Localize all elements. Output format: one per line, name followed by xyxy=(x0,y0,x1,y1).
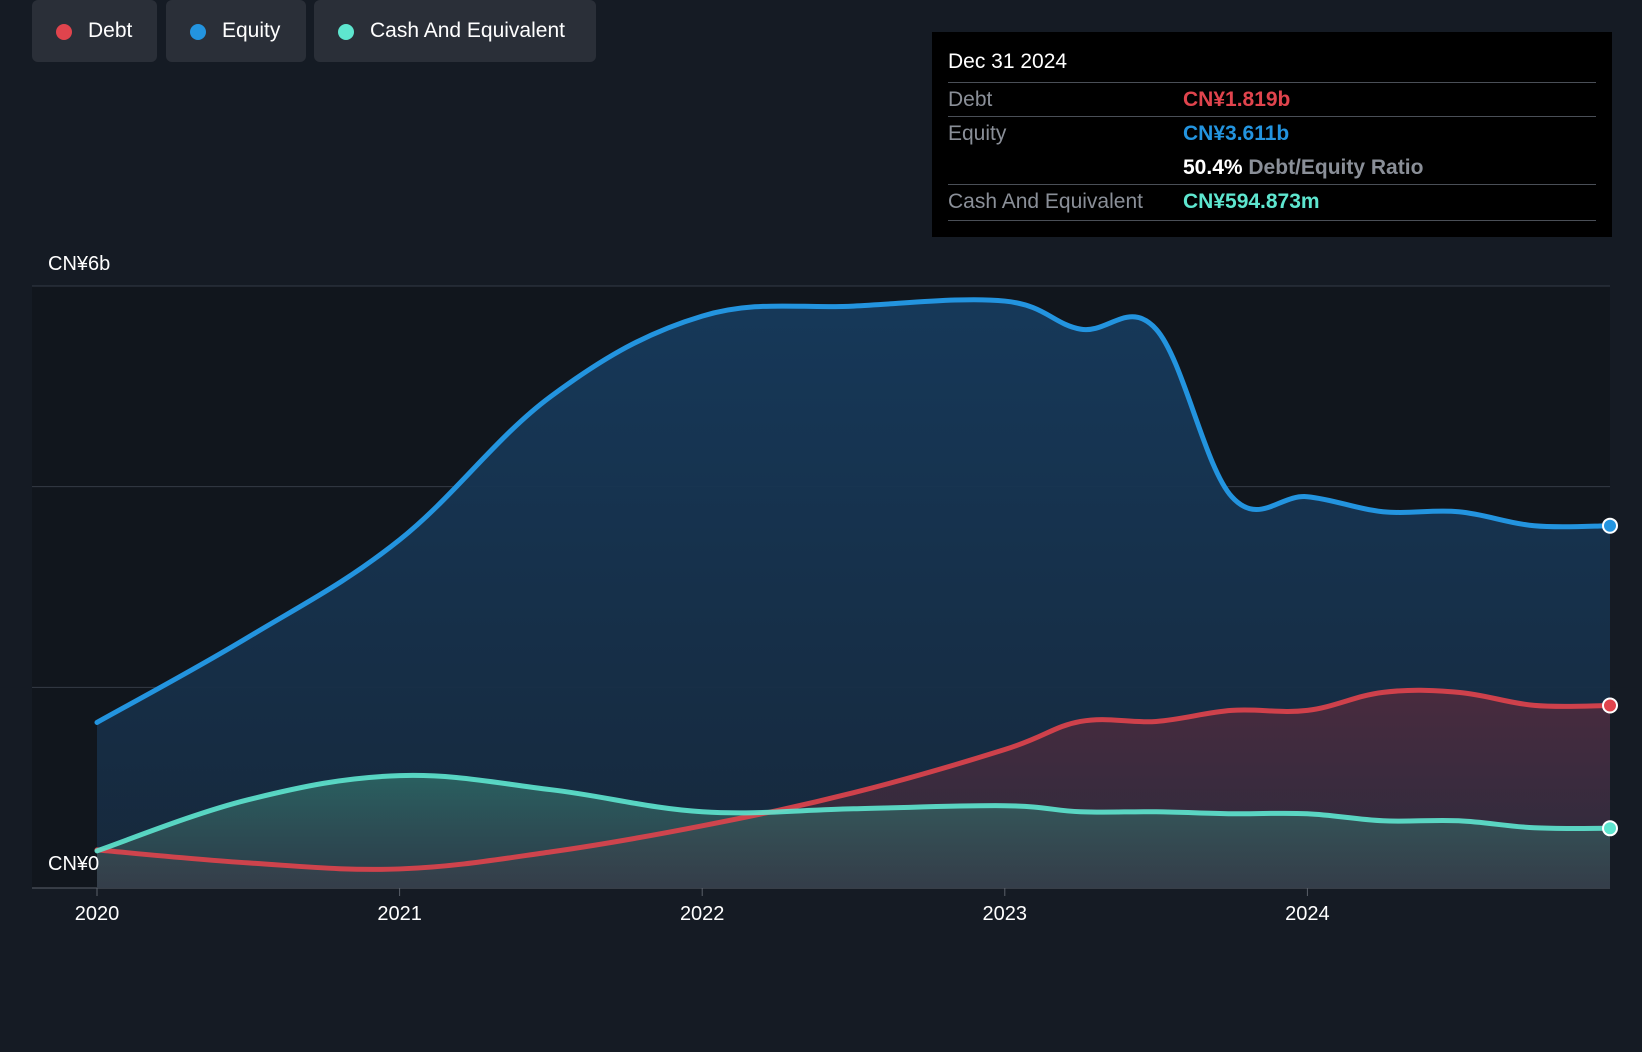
line-debt xyxy=(94,687,1613,872)
tooltip-equity-label: Equity xyxy=(948,122,1007,145)
marker-cash xyxy=(1602,820,1618,837)
tooltip-ratio-value: 50.4% xyxy=(1183,156,1243,179)
tooltip-panel: Dec 31 2024 Debt CN¥1.819b Equity CN¥3.6… xyxy=(932,32,1612,237)
tooltip-date: Dec 31 2024 xyxy=(948,50,1068,73)
marker-equity xyxy=(1602,517,1618,534)
tooltip-row-ratio: 50.4% Debt/Equity Ratio xyxy=(948,152,1596,186)
tooltip-ratio-label: Debt/Equity Ratio xyxy=(1248,156,1424,179)
x-tick-label: 2021 xyxy=(377,903,422,925)
legend-item-cash[interactable]: Cash And Equivalent xyxy=(314,0,596,62)
series-end-markers xyxy=(1602,517,1618,837)
tooltip-divider xyxy=(948,220,1596,221)
legend-dot-equity-icon xyxy=(190,24,206,40)
tooltip-row-equity: Equity CN¥3.611b xyxy=(948,118,1596,152)
tooltip-divider xyxy=(948,116,1596,117)
tooltip-cash-value: CN¥594.873m xyxy=(1183,190,1320,213)
x-tick-label: 2022 xyxy=(680,903,725,925)
tooltip-cash-label: Cash And Equivalent xyxy=(948,190,1143,213)
legend-item-equity[interactable]: Equity xyxy=(166,0,306,62)
tooltip-divider xyxy=(948,82,1596,83)
tooltip-ratio: 50.4% Debt/Equity Ratio xyxy=(1183,156,1423,180)
tooltip-debt-value: CN¥1.819b xyxy=(1183,88,1291,111)
x-tick-label: 2023 xyxy=(983,903,1028,925)
legend-label-equity: Equity xyxy=(222,19,281,42)
tooltip-debt-label: Debt xyxy=(948,88,993,111)
y-axis-bottom-label: CN¥0 xyxy=(48,853,99,875)
series-areas xyxy=(97,299,1610,888)
legend-dot-debt-icon xyxy=(56,24,72,40)
x-tick-label: 2024 xyxy=(1285,903,1330,925)
legend-label-cash: Cash And Equivalent xyxy=(370,19,565,42)
series-lines xyxy=(94,297,1613,872)
legend-item-debt[interactable]: Debt xyxy=(32,0,157,62)
tooltip-equity-value: CN¥3.611b xyxy=(1183,122,1290,145)
marker-debt xyxy=(1602,697,1618,714)
legend-dot-cash-icon xyxy=(338,24,354,40)
x-tick-label: 2020 xyxy=(75,903,120,925)
tooltip-divider xyxy=(948,184,1596,185)
tooltip-row-debt: Debt CN¥1.819b xyxy=(948,84,1596,118)
area-cash xyxy=(97,775,1610,888)
line-cash xyxy=(94,772,1613,854)
tooltip-row-cash: Cash And Equivalent CN¥594.873m xyxy=(948,186,1596,220)
line-equity xyxy=(94,297,1613,725)
y-axis-top-label: CN¥6b xyxy=(48,253,110,275)
x-axis: 2020 2021 2022 2023 2024 xyxy=(75,888,1330,925)
legend-label-debt: Debt xyxy=(88,19,133,42)
